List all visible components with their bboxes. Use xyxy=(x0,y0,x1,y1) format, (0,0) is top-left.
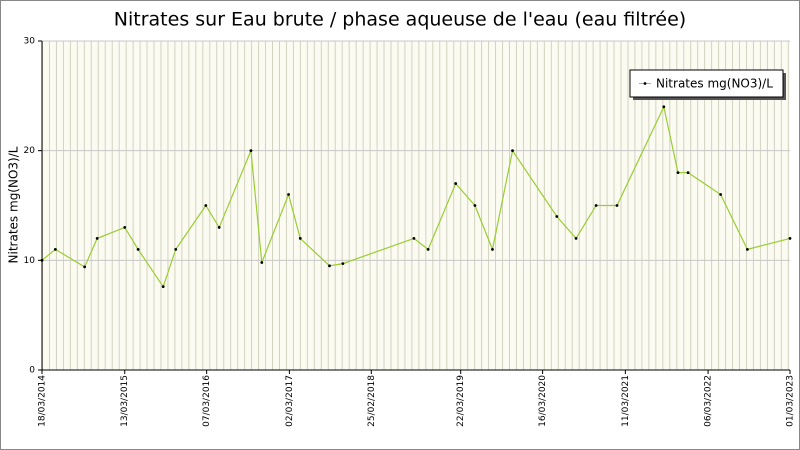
x-tick-label: 11/03/2021 xyxy=(621,375,631,427)
x-tick-label: 01/03/2023 xyxy=(786,375,796,427)
x-tick-label: 06/03/2022 xyxy=(704,375,714,427)
point xyxy=(204,204,208,207)
y-tick-label: 30 xyxy=(24,37,36,47)
point xyxy=(123,226,127,229)
point xyxy=(217,226,221,229)
point xyxy=(287,193,290,196)
point xyxy=(249,149,253,153)
point xyxy=(260,261,264,264)
x-tick-label: 18/03/2014 xyxy=(38,375,48,427)
legend-marker xyxy=(643,82,647,85)
point xyxy=(574,237,578,240)
x-tick-label: 07/03/2016 xyxy=(202,375,212,427)
point xyxy=(686,171,690,175)
x-tick-label: 02/03/2017 xyxy=(285,375,295,427)
point xyxy=(491,247,494,251)
x-tick-label: 25/02/2018 xyxy=(367,375,377,427)
y-tick-label: 20 xyxy=(24,146,36,156)
point xyxy=(174,247,178,251)
point xyxy=(676,171,680,175)
point xyxy=(412,237,416,240)
point xyxy=(615,204,619,207)
point xyxy=(95,237,99,240)
point xyxy=(745,247,749,251)
point xyxy=(473,204,477,207)
legend-label: Nitrates mg(NO3)/L xyxy=(656,77,773,91)
x-tick-label: 13/03/2015 xyxy=(120,375,130,427)
point xyxy=(53,247,57,251)
point xyxy=(555,215,559,218)
y-axis-label: Nitrates mg(NO3)/L xyxy=(7,146,21,263)
x-tick-label: 16/03/2020 xyxy=(538,375,548,427)
chart-title: Nitrates sur Eau brute / phase aqueuse d… xyxy=(114,9,686,31)
point xyxy=(594,204,598,207)
point xyxy=(161,285,165,289)
y-tick-label: 10 xyxy=(24,256,36,266)
point xyxy=(426,247,430,251)
point xyxy=(83,265,87,269)
point xyxy=(454,182,458,185)
point xyxy=(328,264,331,268)
y-tick-label: 0 xyxy=(29,366,35,376)
legend-box xyxy=(629,69,784,98)
point xyxy=(511,149,514,153)
point xyxy=(719,193,723,196)
point xyxy=(136,247,140,251)
point xyxy=(341,262,345,266)
series-line xyxy=(41,104,791,288)
point xyxy=(40,258,44,262)
point xyxy=(788,237,792,240)
x-tick-label: 22/03/2019 xyxy=(456,375,466,427)
point xyxy=(298,237,302,240)
point xyxy=(662,105,666,109)
